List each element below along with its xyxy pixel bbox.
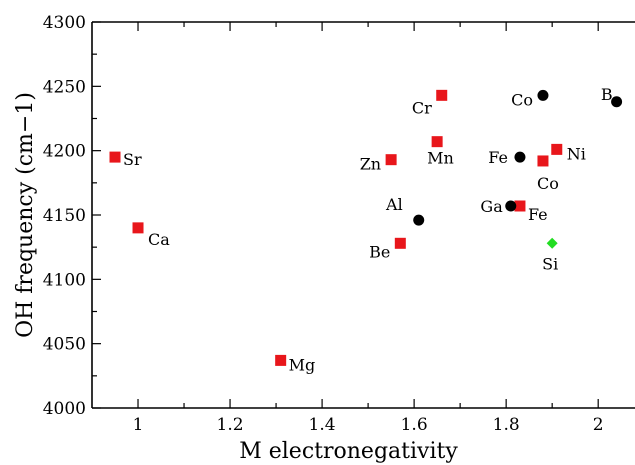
point-label-co: Co: [537, 174, 559, 193]
point-label-sr: Sr: [123, 150, 142, 169]
point-label-fe: Fe: [528, 205, 548, 224]
point-label-al: Al: [385, 195, 403, 214]
point-label-ga: Ga: [480, 197, 503, 216]
circle-point-al: [413, 214, 425, 226]
point-label-mg: Mg: [289, 355, 316, 374]
square-point-mg: [275, 354, 287, 366]
x-tick-label: 1.2: [217, 415, 244, 435]
point-label-cr: Cr: [412, 98, 432, 117]
y-tick-label: 4050: [43, 335, 86, 355]
data-points: [109, 89, 623, 366]
x-tick-label: 1.8: [493, 415, 520, 435]
square-point-ca: [132, 222, 144, 234]
y-axis-title: OH frequency (cm−1): [13, 92, 38, 338]
point-label-fe: Fe: [488, 148, 508, 167]
x-tick-label: 2: [593, 415, 604, 435]
x-tick-label: 1: [133, 415, 144, 435]
x-axis-title: M electronegativity: [239, 439, 458, 464]
diamond-point-si: [546, 237, 558, 249]
y-tick-label: 4300: [43, 13, 86, 33]
square-point-be: [394, 237, 406, 249]
circle-point-b: [611, 96, 623, 108]
circle-point-ga: [505, 200, 517, 212]
x-tick-label: 1.4: [309, 415, 336, 435]
square-point-zn: [385, 154, 397, 166]
point-label-be: Be: [369, 242, 390, 261]
point-label-si: Si: [542, 254, 558, 273]
y-tick-label: 4200: [43, 142, 86, 162]
circle-point-co: [537, 89, 549, 101]
point-labels: Sr Ca Mg Be Zn Mn Cr Fe Co Ni Al Ga Fe Co B Si: [123, 85, 613, 375]
square-point-cr: [436, 89, 448, 101]
y-tick-label: 4000: [43, 399, 86, 419]
square-point-fe: [514, 200, 526, 212]
x-tick-label: 1.6: [401, 415, 428, 435]
point-label-zn: Zn: [360, 155, 381, 174]
point-label-b: B: [601, 85, 613, 104]
y-tick-label: 4150: [43, 206, 86, 226]
circle-point-fe: [514, 151, 526, 163]
square-point-mn: [431, 136, 443, 148]
point-label-ca: Ca: [148, 230, 170, 249]
point-label-ni: Ni: [567, 144, 586, 163]
axis-ticks: 1 1.2 1.4 1.6 1.8 2 4000 4050 4100 4150 4200 4250 43…: [43, 13, 604, 435]
square-point-sr: [109, 151, 121, 163]
point-label-mn: Mn: [427, 149, 454, 168]
square-point-co: [537, 155, 549, 167]
y-tick-label: 4250: [43, 77, 86, 97]
point-label-co: Co: [511, 90, 533, 109]
y-tick-label: 4100: [43, 270, 86, 290]
square-point-ni: [551, 143, 563, 155]
